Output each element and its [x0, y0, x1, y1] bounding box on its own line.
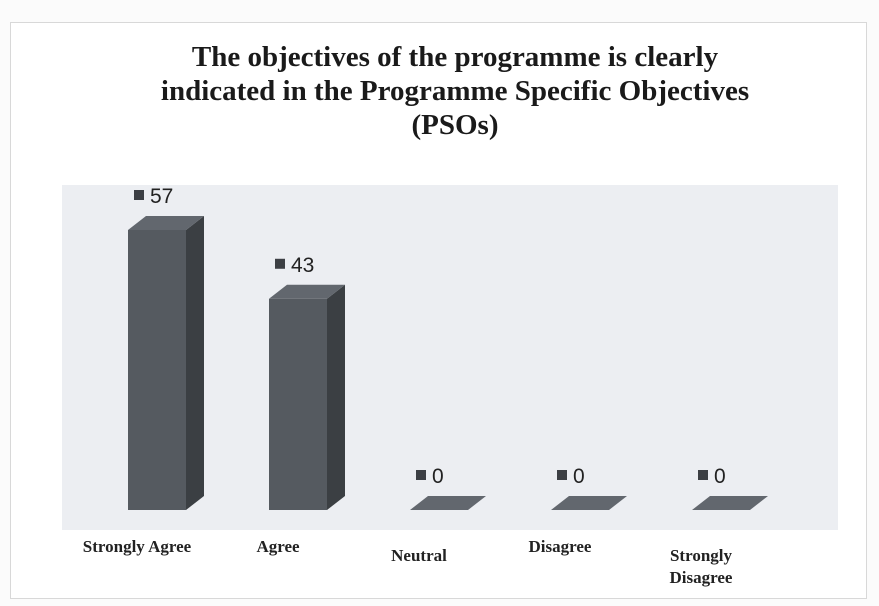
value-label: 43: [291, 254, 314, 277]
bar-top: [128, 216, 204, 230]
x-tick-label: Agree: [256, 537, 300, 556]
value-label-key: [557, 470, 567, 480]
bar-top: [692, 496, 768, 510]
bar-side: [327, 284, 345, 510]
chart-title: The objectives of the programme is clear…: [160, 41, 750, 141]
bar-top: [410, 496, 486, 510]
bar: [128, 230, 186, 510]
value-label: 0: [714, 465, 726, 488]
bar-top: [551, 496, 627, 510]
bar-side: [186, 216, 204, 510]
x-tick-label: Disagree: [528, 537, 592, 556]
value-label-key: [416, 470, 426, 480]
x-tick-label: Strongly Disagree: [669, 546, 733, 587]
value-label: 57: [150, 185, 173, 208]
bar: [269, 298, 327, 510]
value-label-key: [134, 190, 144, 200]
x-tick-label: Strongly Agree: [82, 537, 192, 556]
value-label-key: [698, 470, 708, 480]
value-label: 0: [573, 465, 585, 488]
value-label-key: [275, 258, 285, 269]
bar-top: [269, 284, 345, 299]
x-tick-label: Neutral: [391, 546, 447, 565]
value-label: 0: [432, 465, 444, 488]
